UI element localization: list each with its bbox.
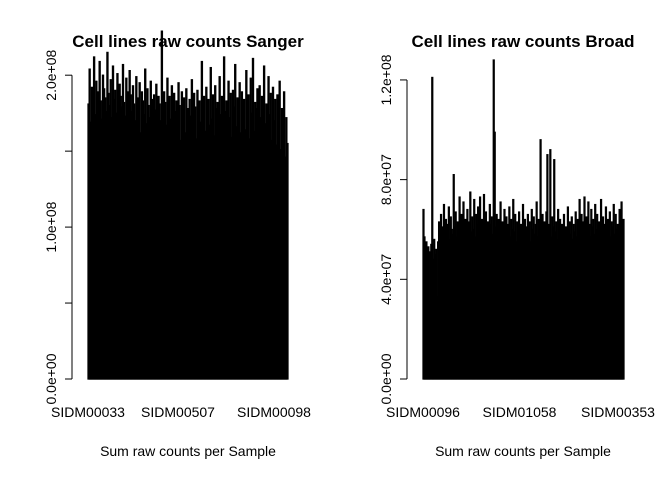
chart-title-sanger: Cell lines raw counts Sanger xyxy=(72,32,304,51)
sanger-x-tick-label: SIDM00507 xyxy=(141,404,215,420)
sanger-bar xyxy=(286,142,289,380)
x-axis-label-sanger: Sum raw counts per Sample xyxy=(100,443,276,459)
broad-bars xyxy=(422,59,625,380)
broad-x-tick-label: SIDM00353 xyxy=(581,404,655,420)
sanger-chart: Cell lines raw counts Sanger 0.0e+00 1.0e… xyxy=(43,30,311,459)
broad-y-axis: 0.0e+00 4.0e+07 8.0e+07 1.2e+08 xyxy=(378,54,408,405)
broad-x-tick-label: SIDM01058 xyxy=(483,404,557,420)
sanger-x-ticks: SIDM00033 SIDM00507 SIDM00098 xyxy=(51,404,311,420)
chart-title-broad: Cell lines raw counts Broad xyxy=(412,32,635,51)
broad-y-tick-label: 8.0e+07 xyxy=(378,154,394,205)
sanger-y-tick-label: 1.0e+08 xyxy=(43,201,59,252)
broad-y-tick-label: 0.0e+00 xyxy=(378,353,394,404)
broad-y-tick-label: 1.2e+08 xyxy=(378,54,394,105)
broad-y-tick-label: 4.0e+07 xyxy=(378,254,394,305)
sanger-y-axis: 0.0e+00 1.0e+08 2.0e+08 xyxy=(43,49,73,405)
sanger-y-tick-label: 0.0e+00 xyxy=(43,353,59,404)
broad-x-tick-label: SIDM00096 xyxy=(386,404,460,420)
broad-bar xyxy=(622,218,625,380)
sanger-x-tick-label: SIDM00033 xyxy=(51,404,125,420)
sanger-y-tick-label: 2.0e+08 xyxy=(43,49,59,100)
x-axis-label-broad: Sum raw counts per Sample xyxy=(435,443,611,459)
broad-x-ticks: SIDM00096 SIDM01058 SIDM00353 xyxy=(386,404,655,420)
sanger-x-tick-label: SIDM00098 xyxy=(237,404,311,420)
sanger-bars xyxy=(87,30,289,380)
broad-chart: Cell lines raw counts Broad 0.0e+00 4.0e+… xyxy=(378,32,655,459)
